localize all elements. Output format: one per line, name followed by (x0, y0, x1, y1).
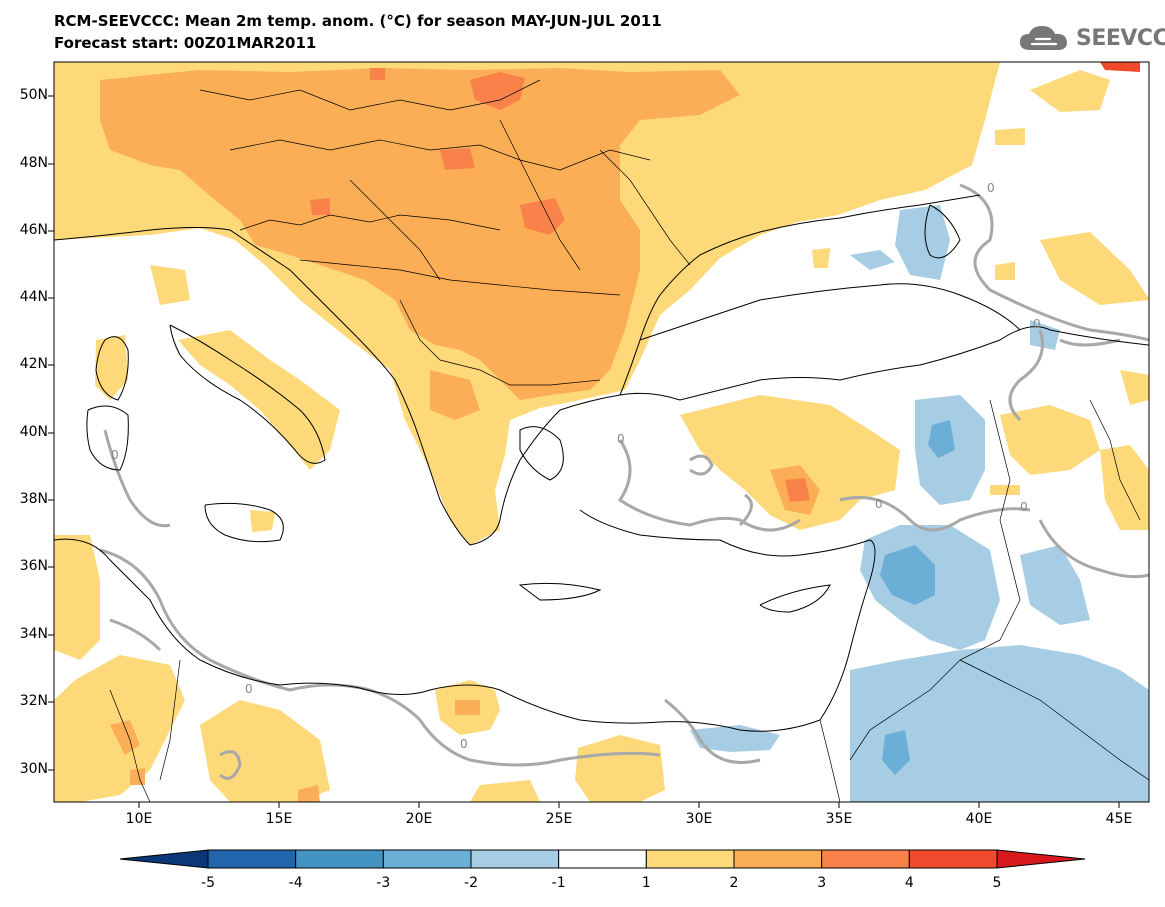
colorbar-segment (207, 849, 297, 869)
latitude-label: 30N (19, 761, 48, 777)
contour-label: 0 (245, 682, 253, 696)
map-frame (53, 61, 1150, 803)
longitude-label: 10E (125, 811, 153, 827)
contour-label: 0 (1020, 500, 1028, 514)
contour-label: 0 (460, 737, 468, 751)
latitude-label: 32N (19, 693, 48, 709)
colorbar-segment (119, 849, 209, 869)
longitude-label: 45E (1105, 811, 1133, 827)
latitude-label: 40N (19, 424, 48, 440)
colorbar-segment (558, 849, 647, 869)
colorbar-segment (382, 849, 472, 869)
logo-text: SEEVCCC (1076, 25, 1165, 51)
cloud-icon (1020, 26, 1067, 50)
colorbar-segment (295, 849, 384, 869)
contour-label: 0 (875, 497, 883, 511)
seevccc-logo: SEEVCCC (1018, 22, 1165, 54)
colorbar-label: 2 (729, 875, 739, 891)
map-title: RCM-SEEVCCC: Mean 2m temp. anom. (°C) fo… (54, 12, 662, 30)
anomaly-2-3-field (100, 68, 820, 802)
zero-contour-lines (99, 183, 1149, 780)
colorbar-segment (470, 849, 560, 869)
contour-label: 0 (111, 448, 119, 462)
axis-ticks (48, 95, 1120, 808)
colorbar-segment (733, 849, 823, 869)
contour-labels: 0 0 0 0 0 0 0 0 (111, 181, 1041, 751)
latitude-label: 34N (19, 626, 48, 642)
forecast-start-label: Forecast start: 00Z01MAR2011 (54, 34, 317, 52)
colorbar-label: -3 (376, 875, 391, 891)
latitude-label: 36N (19, 558, 48, 574)
latitude-label: 42N (19, 356, 48, 372)
colorbar-label: -5 (201, 875, 215, 891)
colorbar-label: 5 (992, 875, 1002, 891)
country-borders (109, 79, 1149, 802)
colorbar (119, 849, 1086, 869)
latitude-label: 48N (19, 155, 48, 171)
colorbar-segment (908, 849, 998, 869)
colorbar-segment (821, 849, 910, 869)
latitude-label: 46N (19, 222, 48, 238)
colorbar-label: 4 (904, 875, 914, 891)
latitude-label: 50N (19, 87, 48, 103)
latitude-label: 38N (19, 491, 48, 507)
colorbar-segment (996, 849, 1086, 869)
longitude-label: 35E (825, 811, 853, 827)
longitude-label: 30E (685, 811, 713, 827)
latitude-label: 44N (19, 289, 48, 305)
colorbar-label: 1 (641, 875, 651, 891)
colorbar-label: 3 (817, 875, 827, 891)
anomaly-minus2-minus3-field (880, 420, 955, 775)
anomaly-3-4-field (310, 68, 810, 502)
longitude-label: 20E (405, 811, 433, 827)
longitude-label: 25E (545, 811, 573, 827)
contour-label: 0 (617, 432, 625, 446)
contour-label: 0 (987, 181, 995, 195)
colorbar-label: -2 (464, 875, 478, 891)
longitude-label: 15E (265, 811, 293, 827)
coastlines (54, 194, 1149, 732)
colorbar-label: -1 (551, 875, 566, 891)
colorbar-segment (645, 849, 735, 869)
colorbar-label: -4 (288, 875, 303, 891)
contour-label: 0 (1033, 317, 1041, 331)
longitude-label: 40E (965, 811, 993, 827)
anomaly-4-5-field (1100, 62, 1140, 72)
